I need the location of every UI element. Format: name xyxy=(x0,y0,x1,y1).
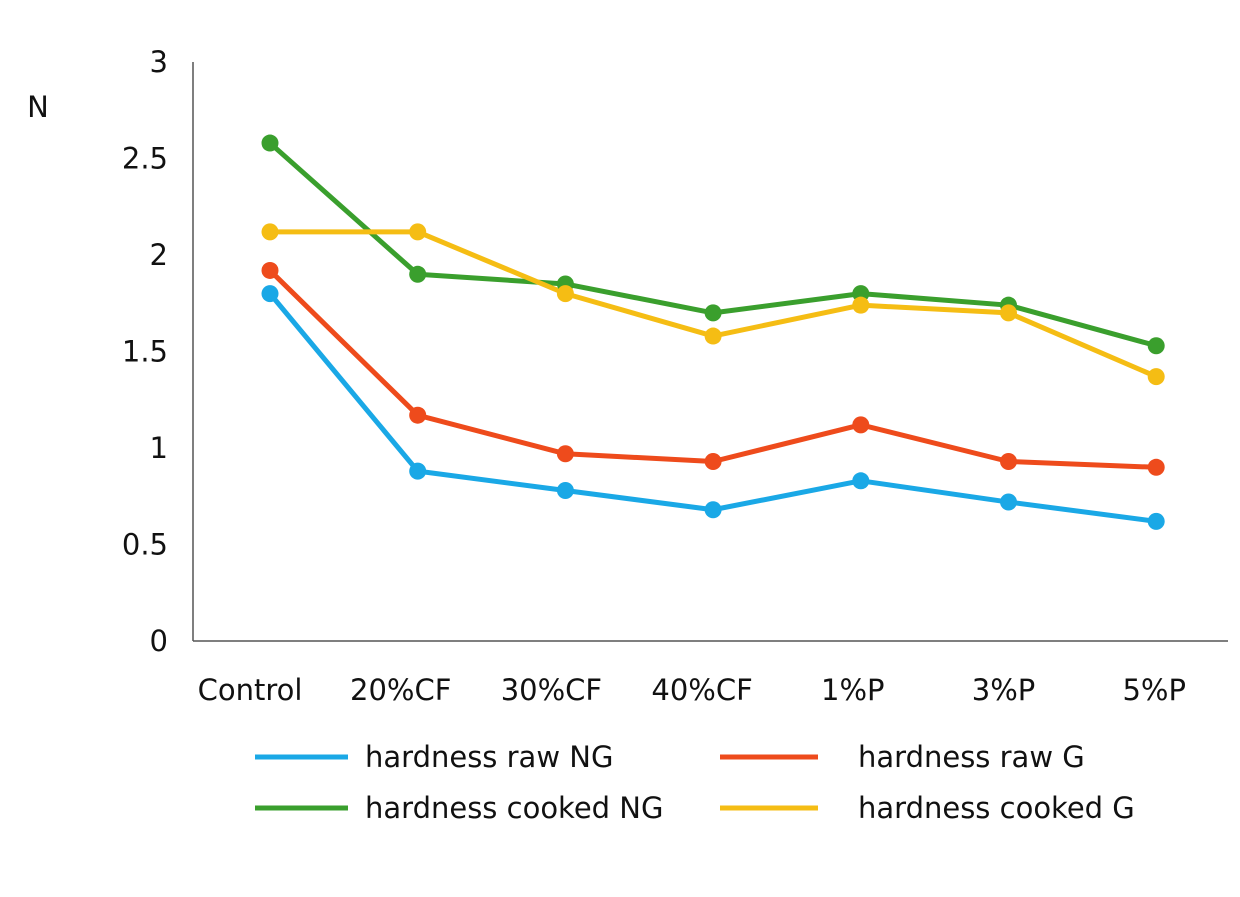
x-tick-label: 1%P xyxy=(821,673,885,707)
data-point xyxy=(704,501,722,519)
data-point xyxy=(704,304,722,322)
legend-label: hardness raw NG xyxy=(365,740,613,774)
data-point xyxy=(1147,368,1165,386)
y-tick-labels: 0 0.5 1 1.5 2 2.5 3 xyxy=(122,45,168,658)
y-tick-label: 2.5 xyxy=(122,142,168,176)
data-point xyxy=(409,462,427,480)
y-tick-label: 0.5 xyxy=(122,528,168,562)
y-axis-label: N xyxy=(27,90,49,124)
data-point xyxy=(1147,337,1165,355)
data-point xyxy=(1000,453,1017,471)
series-points xyxy=(261,134,1165,530)
x-tick-label: 20%CF xyxy=(350,673,451,707)
legend-label: hardness cooked G xyxy=(858,791,1135,825)
y-tick-label: 2 xyxy=(150,238,168,272)
data-point xyxy=(1000,304,1017,322)
series-line-3 xyxy=(267,229,1159,380)
data-point xyxy=(556,445,574,463)
data-point xyxy=(261,285,279,303)
x-tick-label: 3%P xyxy=(972,673,1036,707)
data-point xyxy=(261,261,279,279)
data-point xyxy=(852,472,870,490)
y-tick-label: 3 xyxy=(150,45,168,79)
data-point xyxy=(1000,493,1017,511)
data-point xyxy=(409,265,427,283)
y-tick-label: 1.5 xyxy=(122,335,168,369)
data-point xyxy=(852,296,870,314)
x-tick-label: Control xyxy=(198,673,303,707)
x-tick-labels: Control 20%CF 30%CF 40%CF 1%P 3%P 5%P xyxy=(198,673,1186,707)
data-point xyxy=(704,453,722,471)
y-tick-label: 0 xyxy=(150,624,168,658)
data-point xyxy=(261,223,279,241)
data-point xyxy=(556,285,574,303)
y-tick-label: 1 xyxy=(150,431,168,465)
data-point xyxy=(261,134,279,152)
data-point xyxy=(852,416,870,434)
legend: hardness raw NG hardness raw G hardness co… xyxy=(255,740,1135,825)
data-point xyxy=(409,223,427,241)
data-point xyxy=(1147,458,1165,476)
data-point xyxy=(556,481,574,499)
data-point xyxy=(1147,512,1165,530)
x-tick-label: 5%P xyxy=(1122,673,1186,707)
x-tick-label: 30%CF xyxy=(501,673,602,707)
data-point xyxy=(409,406,427,424)
series-line-1 xyxy=(267,267,1159,470)
x-tick-label: 40%CF xyxy=(651,673,752,707)
legend-label: hardness cooked NG xyxy=(365,791,663,825)
data-point xyxy=(704,327,722,345)
legend-label: hardness raw G xyxy=(858,740,1085,774)
